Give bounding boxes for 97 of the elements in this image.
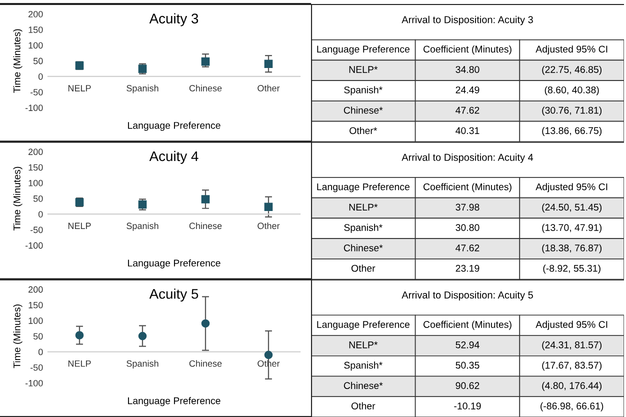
text: (22.75, 46.85) <box>542 66 602 75</box>
text: Spanish* <box>344 86 382 96</box>
point <box>201 57 210 66</box>
text: Chinese* <box>344 382 383 390</box>
text: Arrival to Disposition: Acuity 5 <box>402 291 533 301</box>
y-tick-label: 50 <box>33 333 43 340</box>
text: 90.62 <box>456 382 480 390</box>
text: 52.94 <box>456 341 480 348</box>
x-axis-title: Language Preference <box>128 259 220 268</box>
text: Chinese* <box>344 244 383 252</box>
text: (13.86, 66.75) <box>542 126 602 136</box>
text: 37.98 <box>456 204 480 211</box>
text: Arrival to Disposition: Acuity 4 <box>402 154 534 163</box>
text: 24.49 <box>456 86 480 94</box>
x-tick-label: Spanish <box>126 84 158 94</box>
text: Other <box>351 264 376 272</box>
y-tick-label: -100 <box>25 104 43 112</box>
point <box>201 319 210 328</box>
x-tick-label: Chinese <box>189 222 222 230</box>
y-axis-title: Time (Minutes) <box>13 166 22 231</box>
text: (17.67, 83.57) <box>542 362 602 371</box>
y-tick-label: -50 <box>30 226 43 234</box>
text: Coefficient (Minutes) <box>424 45 512 55</box>
text: Chinese* <box>344 106 383 114</box>
text: (4.80, 176.44) <box>542 382 602 391</box>
y-tick-label: 100 <box>28 318 43 324</box>
text: Coefficient (Minutes) <box>424 320 512 330</box>
point <box>138 332 147 340</box>
text: Adjusted 95% CI <box>536 320 608 330</box>
text: Other* <box>350 126 378 134</box>
text: NELP* <box>349 204 378 211</box>
text: 34.80 <box>456 66 480 73</box>
text: Language Preference <box>317 183 410 192</box>
x-axis-title: Language Preference <box>128 122 220 131</box>
text: 50.35 <box>456 362 480 369</box>
y-tick-label: -50 <box>30 89 43 96</box>
point <box>264 60 273 68</box>
y-tick-label: 200 <box>28 286 43 293</box>
text: 23.19 <box>456 264 480 272</box>
text: Language Preference <box>317 45 410 55</box>
x-axis-title: Language Preference <box>128 397 220 406</box>
point <box>264 350 273 360</box>
text: NELP* <box>349 342 378 348</box>
y-tick-label: -50 <box>30 364 43 371</box>
x-tick-label: Other <box>258 222 280 230</box>
text: (18.38, 76.87) <box>542 244 602 254</box>
y-tick-label: 200 <box>28 10 43 18</box>
text: Spanish* <box>344 224 382 233</box>
x-tick-label: NELP <box>68 222 91 229</box>
text: 47.62 <box>456 106 480 114</box>
x-tick-label: Chinese <box>189 84 222 92</box>
text: (24.50, 51.45) <box>542 203 602 213</box>
y-tick-label: 0 <box>38 73 43 80</box>
y-axis-title: Time (Minutes) <box>13 29 22 93</box>
text: Arrival to Disposition: Acuity 3 <box>402 16 533 26</box>
y-tick-label: -100 <box>25 380 43 386</box>
text: (13.70, 47.91) <box>542 224 602 233</box>
y-tick-label: 200 <box>28 148 43 156</box>
text: (-8.92, 55.31) <box>543 264 600 274</box>
y-tick-label: 0 <box>38 348 43 356</box>
y-tick-label: 150 <box>28 164 43 171</box>
text: Language Preference <box>317 320 410 330</box>
x-tick-label: Other <box>258 84 280 92</box>
text: (-86.98, 66.61) <box>540 402 604 412</box>
text: (24.31, 81.57) <box>542 341 602 350</box>
y-tick-label: -100 <box>25 242 43 249</box>
text: Coefficient (Minutes) <box>424 183 512 192</box>
text: 30.80 <box>456 224 480 232</box>
text: NELP* <box>349 66 378 73</box>
x-tick-label: NELP <box>68 85 91 92</box>
point <box>264 202 273 212</box>
text: Other <box>351 402 376 410</box>
point <box>75 331 84 340</box>
y-tick-label: 150 <box>28 302 43 308</box>
chart-title: Acuity 5 <box>149 288 198 302</box>
x-tick-label: NELP <box>68 360 91 367</box>
y-tick-label: 100 <box>28 180 43 186</box>
y-tick-label: 50 <box>33 195 43 202</box>
text: (8.60, 40.38) <box>544 86 599 96</box>
text: Spanish* <box>344 362 382 371</box>
y-axis-title: Time (Minutes) <box>13 304 22 368</box>
x-tick-label: Spanish <box>126 222 158 231</box>
text: 40.31 <box>456 127 480 134</box>
text: (30.76, 71.81) <box>542 106 602 116</box>
y-tick-label: 150 <box>28 26 43 33</box>
x-tick-label: Spanish <box>126 360 158 369</box>
y-tick-label: 100 <box>28 42 43 49</box>
x-tick-label: Chinese <box>189 360 222 367</box>
text: -10.19 <box>454 402 481 410</box>
chart-title: Acuity 3 <box>149 13 198 26</box>
text: Adjusted 95% CI <box>536 183 608 192</box>
y-tick-label: 50 <box>33 58 43 64</box>
y-tick-label: 0 <box>38 211 43 218</box>
point <box>201 195 210 204</box>
text: Adjusted 95% CI <box>536 45 608 55</box>
text: 47.62 <box>456 244 480 252</box>
chart-title: Acuity 4 <box>149 150 198 164</box>
